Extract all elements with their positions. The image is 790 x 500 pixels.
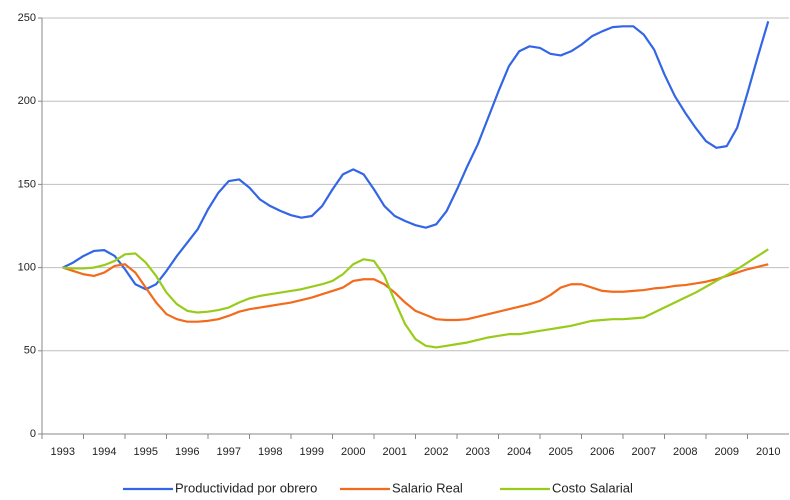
x-tick-label: 2003 (466, 446, 490, 458)
series-line (62, 263, 769, 323)
x-tick-label: 2010 (756, 446, 780, 458)
x-tick-label: 1999 (300, 446, 324, 458)
x-tick-label: 2002 (424, 446, 448, 458)
y-tick-label: 150 (18, 178, 36, 190)
x-tick-label: 1998 (258, 446, 282, 458)
y-tick-label: 50 (24, 345, 36, 357)
x-tick-label: 1995 (134, 446, 158, 458)
x-tick-label: 2001 (383, 446, 407, 458)
series-line (62, 248, 769, 349)
x-tick-label: 2000 (341, 446, 365, 458)
y-tick-label: 250 (18, 12, 36, 24)
series-line (62, 21, 770, 291)
legend-text: Costo Salarial (552, 480, 633, 495)
y-tick-label: 0 (30, 428, 36, 440)
x-tick-label: 2004 (507, 446, 531, 458)
y-tick-label: 100 (18, 262, 36, 274)
x-tick-label: 1994 (92, 446, 116, 458)
legend-text: Productividad por obrero (175, 480, 317, 495)
x-tick-label: 2005 (549, 446, 573, 458)
x-tick-label: 1997 (217, 446, 241, 458)
x-tick-label: 1993 (51, 446, 75, 458)
x-tick-label: 1996 (175, 446, 199, 458)
x-tick-label: 2009 (715, 446, 739, 458)
legend-text: Salario Real (392, 480, 463, 495)
x-tick-label: 2007 (632, 446, 656, 458)
y-tick-label: 200 (18, 95, 36, 107)
x-tick-label: 2008 (673, 446, 697, 458)
x-tick-label: 2006 (590, 446, 614, 458)
